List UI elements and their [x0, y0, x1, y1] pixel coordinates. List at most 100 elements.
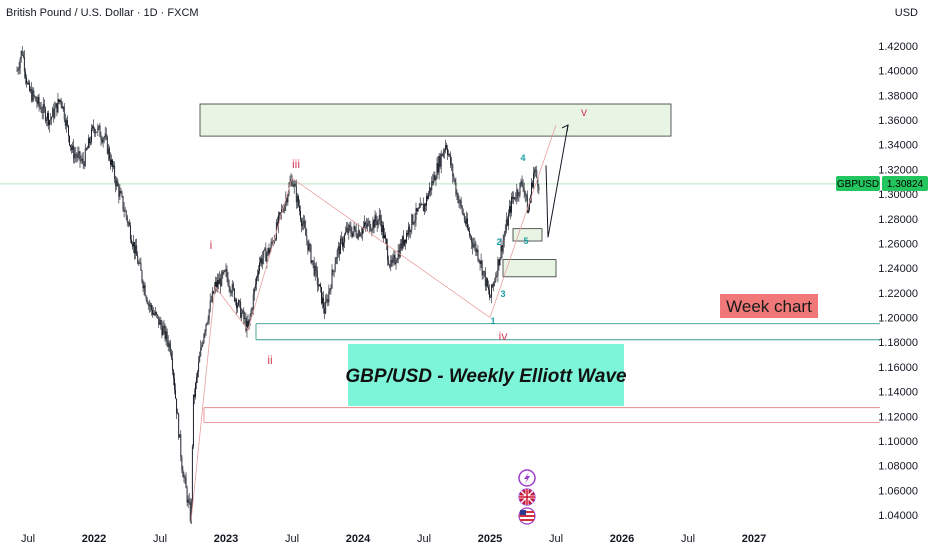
candle-body: [379, 215, 381, 221]
candle-body: [225, 269, 227, 272]
candle-body: [248, 319, 250, 328]
candle-body: [480, 260, 482, 264]
candle-body: [57, 99, 59, 113]
candle-body: [481, 260, 483, 276]
candle-body: [324, 308, 326, 314]
candle-body: [223, 270, 225, 274]
candle-body: [84, 148, 86, 166]
candle-body: [212, 291, 214, 294]
candle-body: [310, 245, 312, 263]
candle-body: [425, 204, 426, 206]
candle-body: [423, 204, 425, 212]
candle-body: [177, 413, 179, 415]
small-zone-box: [502, 259, 557, 278]
candle-body: [122, 196, 124, 210]
wave-label-major: iii: [292, 157, 300, 171]
candle-body: [429, 187, 431, 194]
candle-body: [207, 319, 209, 323]
symbol-tag-label: GBPUSD: [837, 179, 879, 190]
candle-body: [415, 208, 417, 220]
candle-body: [89, 138, 90, 144]
candle-body: [293, 183, 295, 187]
candle-body: [153, 313, 154, 315]
candle-body: [62, 106, 64, 109]
candle-body: [387, 244, 389, 261]
candle-body: [433, 174, 435, 183]
candle-body: [86, 148, 88, 150]
candle-body: [81, 158, 83, 161]
candle-body: [302, 223, 304, 226]
candle-body: [63, 106, 65, 120]
candle-body: [346, 227, 348, 232]
elliott-wave-banner: GBP/USD - Weekly Elliott Wave: [345, 344, 627, 406]
candle-body: [270, 242, 272, 250]
candle-body: [140, 262, 142, 271]
candle-body: [297, 196, 299, 206]
candle-body: [281, 209, 283, 213]
candle-body: [321, 287, 322, 304]
wave-label-minor: 2: [496, 237, 501, 247]
candle-body: [226, 269, 228, 278]
candle-body: [375, 215, 377, 222]
candle-body: [364, 222, 365, 227]
candle-body: [112, 159, 113, 167]
candle-body: [108, 148, 110, 160]
candle-body: [347, 227, 349, 233]
candle-body: [377, 220, 379, 225]
candle-body: [439, 156, 441, 167]
candle-body: [211, 291, 213, 302]
candle-body: [204, 331, 206, 335]
uk-flag-icon[interactable]: [518, 488, 536, 506]
candle-body: [497, 259, 499, 276]
y-tick-label: 1.30000: [878, 189, 918, 201]
candle-body: [510, 206, 511, 213]
chart-title: British Pound / U.S. Dollar · 1D · FXCM: [6, 7, 199, 19]
candle-body: [185, 477, 187, 489]
candle-body: [467, 218, 468, 228]
candle-body: [152, 309, 153, 315]
candle-body: [396, 260, 398, 263]
y-tick-label: 1.06000: [878, 485, 918, 497]
candle-body: [441, 153, 443, 157]
candle-body: [74, 154, 76, 159]
candle-body: [500, 245, 502, 258]
candle-body: [495, 275, 497, 282]
candle-body: [34, 96, 36, 97]
candle-body: [400, 243, 402, 249]
candle-body: [307, 240, 309, 251]
candle-body: [224, 270, 226, 272]
lightning-icon[interactable]: [518, 469, 536, 487]
candle-body: [465, 218, 467, 224]
wave-label-minor: 5: [523, 236, 528, 246]
candle-body: [373, 220, 375, 228]
candle-body: [111, 159, 112, 166]
candle-body: [220, 278, 222, 287]
candle-body: [519, 182, 521, 196]
candle-body: [203, 334, 205, 343]
candle-body: [48, 113, 49, 126]
candle-body: [454, 179, 456, 183]
candle-body: [16, 70, 18, 72]
candle-body: [268, 248, 270, 254]
us-flag-icon[interactable]: [518, 507, 536, 525]
candle-body: [70, 145, 71, 147]
candle-body: [17, 70, 19, 71]
candle-body: [147, 303, 149, 305]
x-tick-label: 2024: [346, 533, 371, 545]
candle-body: [124, 210, 126, 212]
candle-body: [82, 158, 84, 164]
wave-line-segment: [291, 177, 491, 318]
candle-body: [458, 202, 460, 203]
candle-body: [349, 225, 351, 228]
candle-body: [39, 105, 41, 108]
candle-body: [389, 264, 391, 267]
candle-body: [121, 193, 123, 197]
candle-body: [295, 186, 297, 203]
candle-body: [113, 165, 115, 167]
candle-body: [494, 281, 496, 283]
candle-body: [222, 271, 224, 274]
y-tick-label: 1.28000: [878, 214, 918, 226]
candle-body: [351, 233, 353, 237]
